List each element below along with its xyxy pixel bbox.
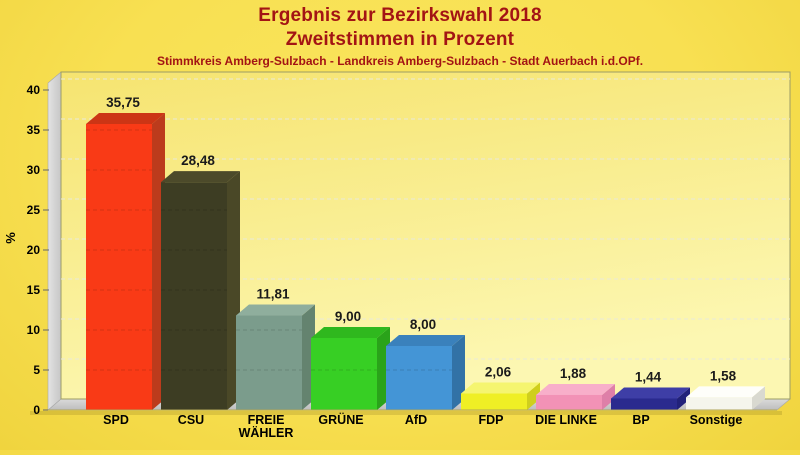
y-axis-label: % — [3, 232, 18, 244]
ytick-label-25: 25 — [27, 203, 41, 217]
value-label-grüne: 9,00 — [335, 309, 361, 324]
x-label-die-linke: DIE LINKE — [535, 413, 597, 427]
plot-wall — [47, 71, 62, 411]
bar-top-face — [161, 171, 240, 183]
value-label-spd: 35,75 — [106, 95, 140, 110]
ytick-label-0: 0 — [33, 403, 40, 417]
bar-die-linke — [536, 383, 615, 410]
chart-title-line1: Ergebnis zur Bezirkswahl 2018 — [258, 5, 542, 26]
bar-front-face — [461, 393, 527, 410]
value-label-afd: 8,00 — [410, 317, 436, 332]
value-label-fdp: 2,06 — [485, 365, 512, 380]
bar-front-face — [311, 338, 377, 410]
value-label-freie-wähler: 11,81 — [256, 287, 290, 302]
bar-front-face — [86, 124, 152, 410]
bar-top-face — [461, 382, 540, 394]
bar-front-face — [236, 315, 302, 410]
chart-header: Ergebnis zur Bezirkswahl 2018 Zweitstimm… — [0, 0, 800, 69]
bar-top-face — [386, 335, 465, 346]
bar-freie-wähler — [236, 304, 315, 410]
bar-front-face — [686, 397, 752, 410]
x-label-bp: BP — [632, 413, 649, 427]
bar-front-face — [611, 398, 677, 410]
ytick-label-5: 5 — [33, 363, 40, 377]
chart-title-line2: Zweitstimmen in Prozent — [285, 29, 515, 50]
bar-front-face — [386, 346, 452, 410]
bar-fdp — [461, 382, 540, 410]
bar-side-face — [602, 383, 615, 410]
bar-front-face — [161, 182, 227, 410]
bar-spd — [86, 113, 165, 410]
bar-sonstige — [686, 386, 765, 410]
x-label-fdp: FDP — [479, 413, 504, 427]
bar-front-face — [536, 394, 602, 410]
x-label-csu: CSU — [178, 413, 204, 427]
bar-top-face — [86, 113, 165, 124]
chart-subtitle: Stimmkreis Amberg-Sulzbach - Landkreis A… — [156, 54, 644, 68]
bar-top-face — [536, 383, 615, 395]
value-label-sonstige: 1,58 — [710, 368, 737, 383]
bar-side-face — [452, 335, 465, 410]
x-label-freie-wähler: FREIE — [248, 413, 285, 427]
bar-csu — [161, 171, 240, 410]
value-label-bp: 1,44 — [635, 369, 662, 384]
bar-top-face — [311, 327, 390, 338]
value-label-die-linke: 1,88 — [560, 366, 587, 381]
floor-shadow — [30, 411, 782, 415]
bar-bp — [611, 387, 690, 410]
x-label-afd: AfD — [405, 413, 427, 427]
bar-side-face — [527, 382, 540, 410]
ytick-label-20: 20 — [27, 243, 41, 257]
x-label-grüne: GRÜNE — [318, 412, 363, 427]
ytick-label-10: 10 — [27, 323, 41, 337]
bar-side-face — [752, 386, 765, 410]
x-label-sonstige: Sonstige — [690, 413, 743, 427]
x-label-spd: SPD — [103, 413, 129, 427]
bar-grüne — [311, 327, 390, 410]
bar-side-face — [677, 387, 690, 410]
ytick-label-30: 30 — [27, 163, 41, 177]
ytick-label-35: 35 — [27, 123, 41, 137]
ytick-label-15: 15 — [27, 283, 41, 297]
bar-top-face — [611, 387, 690, 399]
bar-top-face — [686, 386, 765, 398]
x-label-freie-wähler: WÄHLER — [239, 425, 294, 440]
bar-top-face — [236, 304, 315, 316]
value-label-csu: 28,48 — [181, 153, 215, 168]
bar-afd — [386, 335, 465, 410]
ytick-label-40: 40 — [27, 83, 41, 97]
